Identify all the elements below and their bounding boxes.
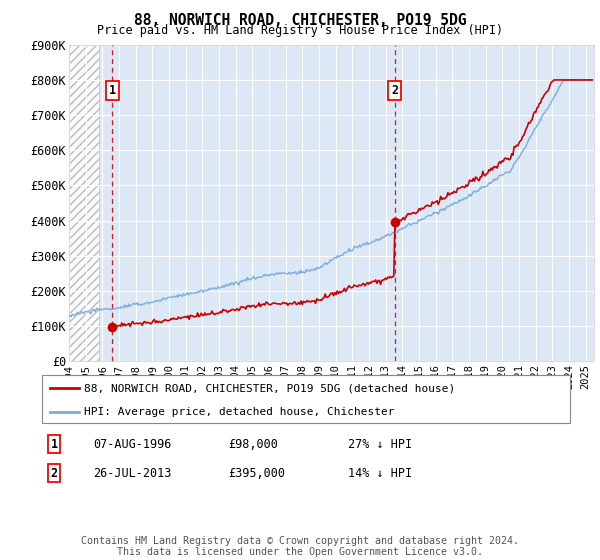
Text: 14% ↓ HPI: 14% ↓ HPI	[348, 466, 412, 480]
Text: 07-AUG-1996: 07-AUG-1996	[93, 437, 172, 451]
Text: £98,000: £98,000	[228, 437, 278, 451]
FancyBboxPatch shape	[42, 375, 570, 423]
Text: Price paid vs. HM Land Registry's House Price Index (HPI): Price paid vs. HM Land Registry's House …	[97, 24, 503, 37]
Text: 26-JUL-2013: 26-JUL-2013	[93, 466, 172, 480]
Text: HPI: Average price, detached house, Chichester: HPI: Average price, detached house, Chic…	[84, 407, 395, 417]
Text: 88, NORWICH ROAD, CHICHESTER, PO19 5DG: 88, NORWICH ROAD, CHICHESTER, PO19 5DG	[134, 13, 466, 28]
Text: 88, NORWICH ROAD, CHICHESTER, PO19 5DG (detached house): 88, NORWICH ROAD, CHICHESTER, PO19 5DG (…	[84, 383, 455, 393]
Text: 1: 1	[109, 84, 116, 97]
Text: 2: 2	[50, 466, 58, 480]
Text: £395,000: £395,000	[228, 466, 285, 480]
Text: Contains HM Land Registry data © Crown copyright and database right 2024.
This d: Contains HM Land Registry data © Crown c…	[81, 535, 519, 557]
Text: 2: 2	[391, 84, 398, 97]
Text: 27% ↓ HPI: 27% ↓ HPI	[348, 437, 412, 451]
Text: 1: 1	[50, 437, 58, 451]
